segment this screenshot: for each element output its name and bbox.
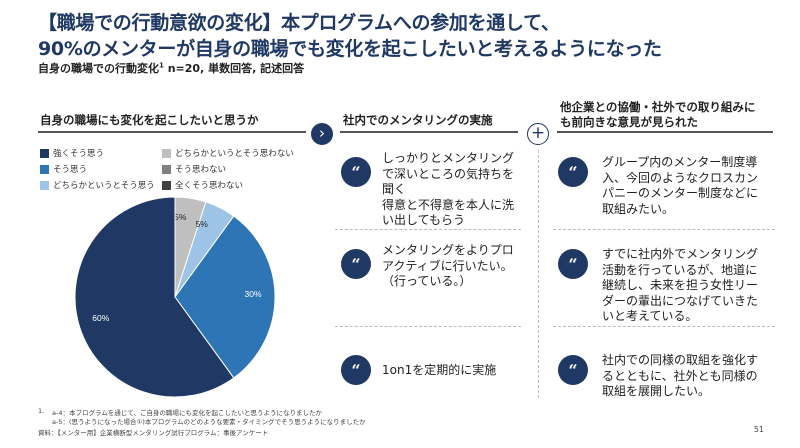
- legend-label: 全くそう思わない: [175, 181, 244, 191]
- left-heading-rule: [38, 131, 306, 133]
- quote-icon: “: [558, 249, 588, 279]
- legend-item: そう思わない: [162, 163, 226, 175]
- right-heading-rule: [557, 131, 773, 133]
- comment-text: しっかりとメンタリングで深いところの気持ちを聞く 得意と不得意を本人に洗い出して…: [382, 151, 515, 227]
- title2-rest: のメンターが自身の職場でも変化を起こしたいと考えるようになった: [82, 38, 662, 60]
- comment-text: 1on1を定期的に実施: [382, 363, 497, 377]
- divider: [538, 150, 539, 398]
- quote-icon: “: [341, 157, 371, 187]
- legend-swatch: [162, 148, 171, 158]
- quote-icon: “: [558, 355, 588, 385]
- divider: [553, 229, 775, 230]
- footnote-a: a-4：本プログラムを通じて、ご自身の職場にも変化を起こしたいと思うようになりま…: [52, 409, 322, 417]
- pie-slice: [174, 215, 276, 379]
- legend-item: 強くそう思う: [40, 147, 104, 159]
- legend-swatch: [40, 148, 49, 158]
- legend-label: そう思わない: [175, 165, 227, 175]
- comment-text: 社内での同様の取組を強化するとともに、社外とも同様の取組を展開したい。: [602, 353, 759, 398]
- pie-data-label: 60%: [92, 313, 109, 323]
- legend-label: そう思う: [53, 165, 88, 175]
- pie-chart: 0%0%5%5%30%60%: [74, 196, 276, 398]
- quote-icon: “: [341, 355, 371, 385]
- comment-text: グループ内のメンター制度導入、今回のようなクロスカンパニーのメンター制度などに取…: [602, 155, 759, 216]
- page-title: 【職場での行動意欲の変化】本プログラムへの参加を通して、: [38, 8, 560, 35]
- right-heading-line1: 他企業との協働・社外での取り組みに: [560, 100, 756, 114]
- comment-text: すでに社内外でメンタリング活動を行っているが、地道に継続し、未来を担う女性リーダ…: [602, 247, 759, 323]
- divider: [335, 326, 521, 327]
- pie-slice: [74, 196, 235, 398]
- footnote-number: 1.: [38, 407, 45, 415]
- pie-data-label: 5%: [174, 212, 187, 222]
- left-heading: 自身の職場にも変化を起こしたいと思うか: [40, 113, 259, 127]
- title-bracket: 【職場での行動意欲の変化】: [38, 12, 282, 34]
- legend-item: 全くそう思わない: [162, 179, 243, 191]
- subtitle-main: 自身の職場での行動変化: [38, 62, 159, 75]
- legend-swatch: [162, 180, 171, 190]
- divider: [553, 326, 775, 327]
- middle-heading-rule: [340, 131, 518, 133]
- title-highlight: 90%: [38, 38, 83, 60]
- legend-label: どちらかというとそう思う: [53, 181, 155, 191]
- divider: [335, 229, 521, 230]
- footnote-ref: 1: [159, 61, 164, 70]
- subtitle: 自身の職場での行動変化1 n=20, 単数回答, 記述回答: [38, 60, 304, 76]
- legend-swatch: [40, 180, 49, 190]
- legend-label: どちらかというとそう思わない: [175, 149, 294, 159]
- legend-item: どちらかというとそう思う: [40, 179, 155, 191]
- subtitle-rest: n=20, 単数回答, 記述回答: [163, 62, 305, 75]
- middle-heading: 社内でのメンタリングの実施: [343, 113, 493, 127]
- right-heading-line2: も前向きな意見が見られた: [560, 115, 698, 129]
- chevron-right-icon: ›: [311, 123, 333, 145]
- page-title-line2: 90%のメンターが自身の職場でも変化を起こしたいと考えるようになった: [38, 34, 662, 61]
- page-number: 51: [753, 425, 764, 434]
- pie-data-label: 5%: [196, 219, 209, 229]
- quote-icon: “: [341, 249, 371, 279]
- plus-icon: +: [527, 123, 549, 145]
- comment-text: メンタリングをよりプロアクティブに行いたい。（行っている。）: [382, 243, 514, 288]
- legend-item: そう思う: [40, 163, 87, 175]
- legend-swatch: [162, 164, 171, 174]
- footnote-b: a-5：(思うようになった場合①)本プログラムのどのような要素・タイミングでそう…: [52, 418, 366, 426]
- legend-item: どちらかというとそう思わない: [162, 147, 294, 159]
- pie-data-label: 30%: [244, 289, 261, 299]
- legend-label: 強くそう思う: [53, 149, 105, 159]
- legend-swatch: [40, 164, 49, 174]
- quote-icon: “: [558, 157, 588, 187]
- source-note: 資料：【メンター用】企業横断型メンタリング試行プログラム：事後アンケート: [38, 429, 269, 437]
- title-rest: 本プログラムへの参加を通して、: [281, 12, 560, 34]
